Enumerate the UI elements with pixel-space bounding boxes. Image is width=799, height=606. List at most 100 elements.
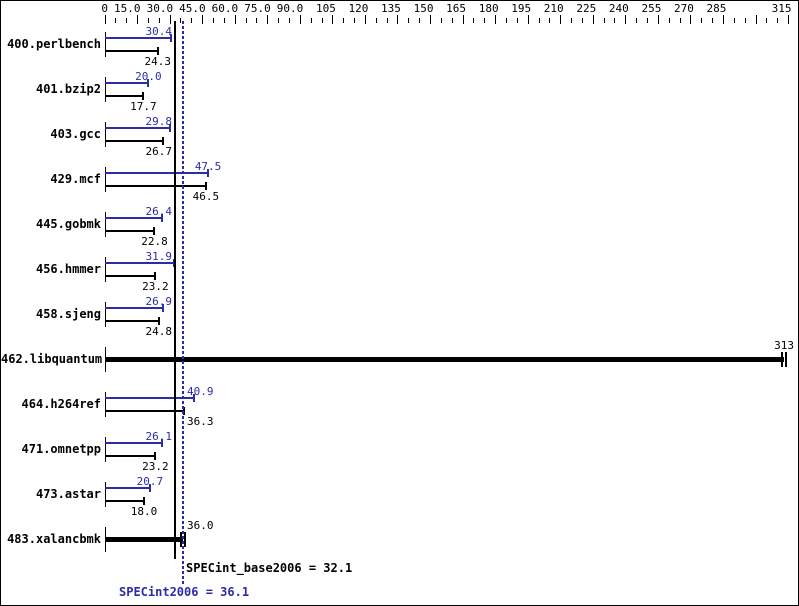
axis-tick-label: 240: [608, 2, 629, 15]
row-start-whisker: [105, 257, 106, 282]
axis-tick-label: 30.0: [146, 2, 174, 15]
axis-tick-label: 120: [348, 2, 369, 15]
axis-minor-tick: [288, 18, 290, 23]
axis-minor-tick: [256, 18, 258, 23]
peak-value-label: 31.9: [145, 250, 172, 263]
axis-major-tick: [137, 15, 139, 24]
peak-value-label: 26.1: [145, 430, 172, 443]
base-bar-end-tick: [142, 92, 145, 100]
peak-bar: [105, 307, 164, 309]
row-start-whisker: [105, 212, 106, 237]
base-bar: [105, 455, 156, 457]
axis-minor-tick: [354, 18, 356, 23]
axis-minor-tick: [603, 18, 605, 23]
base-bar: [105, 95, 144, 97]
axis-minor-tick: [213, 18, 214, 23]
axis-major-tick: [104, 15, 106, 24]
axis-minor-tick: [343, 18, 345, 23]
axis-minor-tick: [505, 18, 507, 23]
axis-minor-tick: [223, 18, 225, 23]
peak-bar: [105, 82, 149, 84]
axis-major-tick: [332, 15, 334, 24]
axis-minor-tick: [744, 18, 746, 23]
base-value-label: 26.7: [145, 145, 172, 158]
row-start-whisker: [105, 392, 106, 417]
axis-major-tick: [202, 15, 204, 24]
axis-minor-tick: [408, 18, 410, 23]
axis-major-tick: [592, 15, 594, 24]
peak-bar: [105, 37, 171, 39]
peak-bar-end-tick: [160, 439, 163, 447]
peak-value-label: 26.4: [145, 205, 172, 218]
peak-bar: [105, 172, 209, 174]
axis-tick-label: 195: [511, 2, 532, 15]
axis-minor-tick: [549, 18, 551, 23]
base-bar: [105, 410, 184, 412]
peak-bar-end-tick: [148, 484, 151, 492]
axis-tick-label: 255: [641, 2, 662, 15]
axis-tick-label: 60.0: [211, 2, 239, 15]
axis-minor-tick: [321, 18, 323, 23]
peak-bar: [105, 262, 175, 264]
base-bar: [105, 50, 158, 52]
peak-bar-end-tick: [192, 394, 195, 402]
base-value-label: 18.0: [130, 505, 158, 518]
axis-minor-tick: [115, 18, 117, 23]
peak-bar-end-tick: [169, 34, 172, 42]
base-bar-end-tick: [143, 497, 146, 505]
benchmark-label: 473.astar: [35, 487, 101, 501]
benchmark-label: 462.libquantum: [1, 352, 103, 366]
axis-minor-tick: [636, 18, 638, 23]
base-value-label: 24.3: [144, 55, 171, 68]
peak-mean-label: SPECint2006 = 36.1: [119, 585, 250, 599]
axis-tick-label: 15.0: [114, 2, 141, 15]
axis-minor-tick: [679, 18, 681, 23]
peak-value-label: 29.8: [145, 115, 172, 128]
axis-minor-tick: [614, 18, 616, 23]
row-start-whisker: [105, 122, 106, 147]
axis-tick-label: 285: [706, 2, 727, 15]
axis-minor-tick: [440, 18, 442, 23]
merged-value-label: 313: [774, 339, 794, 352]
axis-minor-tick: [581, 18, 583, 23]
benchmark-label: 403.gcc: [50, 127, 101, 141]
base-value-label: 46.5: [192, 190, 220, 203]
axis-major-tick: [527, 15, 529, 24]
axis-tick-label: 150: [413, 2, 434, 15]
axis-minor-tick: [451, 18, 453, 23]
base-bar-end-tick: [153, 227, 156, 235]
axis-tick-label: 0: [101, 2, 108, 15]
axis-tick-label: 75.0: [244, 2, 271, 15]
peak-bar: [105, 397, 194, 399]
axis-major-tick: [722, 15, 724, 24]
axis-minor-tick: [668, 18, 670, 23]
base-bar-end-tick: [157, 317, 160, 325]
base-bar: [105, 140, 163, 142]
axis-major-tick: [462, 15, 464, 24]
base-value-label: 22.8: [141, 235, 168, 248]
axis-minor-tick: [278, 18, 280, 23]
axis-minor-tick: [733, 18, 735, 23]
axis-minor-tick: [386, 18, 388, 23]
base-bar-end-tick: [204, 182, 207, 190]
peak-value-label: 26.9: [145, 295, 172, 308]
axis-tick-label: 90.0: [276, 2, 304, 15]
benchmark-label: 400.perlbench: [7, 37, 101, 51]
axis-minor-tick: [571, 18, 573, 23]
row-start-whisker: [105, 437, 106, 462]
axis-tick-label: 165: [446, 2, 467, 15]
row-start-whisker: [105, 482, 106, 507]
axis-tick-label: 135: [381, 2, 401, 15]
base-mean-label: SPECint_base2006 = 32.1: [186, 561, 353, 575]
peak-bar-end-tick: [161, 214, 164, 222]
axis-major-tick: [495, 15, 497, 24]
peak-bar-end-tick: [147, 79, 150, 87]
axis-minor-tick: [484, 18, 486, 23]
axis-major-tick: [755, 15, 757, 24]
base-value-label: 17.7: [130, 100, 157, 113]
axis-minor-tick: [647, 18, 648, 23]
axis-minor-tick: [766, 18, 768, 23]
merged-bar: [105, 537, 184, 542]
axis-major-tick: [397, 15, 399, 24]
axis-minor-tick: [126, 18, 128, 23]
